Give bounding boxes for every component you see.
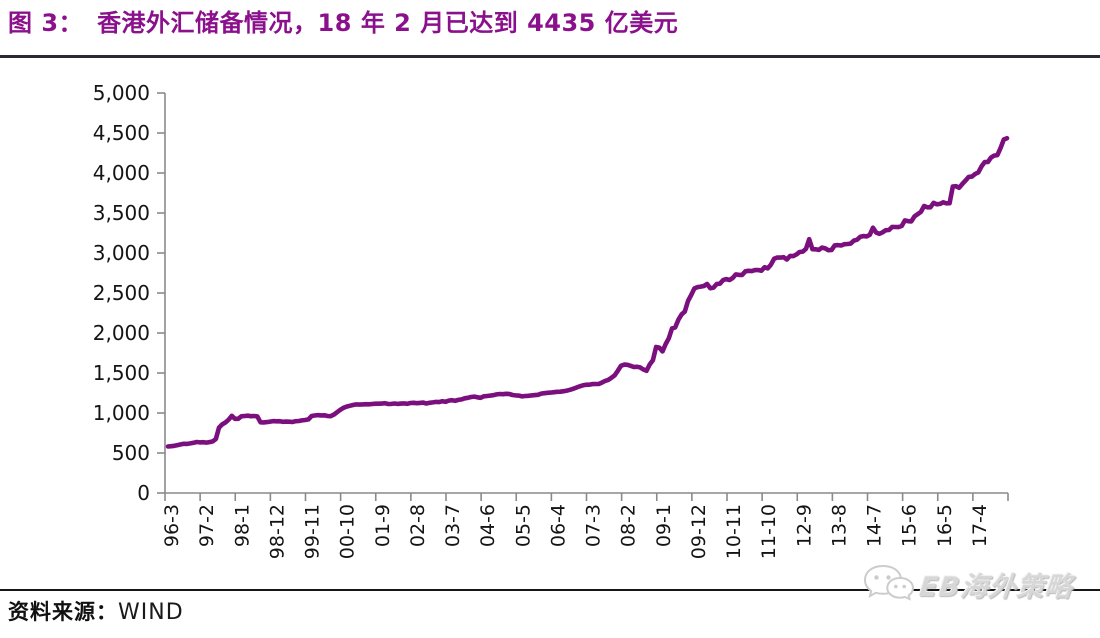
svg-text:500: 500 [112, 441, 150, 465]
figure-label: 图 3： [8, 9, 84, 37]
source-label: 资料来源： [8, 599, 118, 624]
reserves-series-line [165, 135, 1010, 449]
svg-text:99-11: 99-11 [302, 504, 324, 559]
svg-text:10-11: 10-11 [723, 504, 745, 559]
svg-text:3,000: 3,000 [93, 241, 150, 265]
svg-text:15-6: 15-6 [899, 504, 921, 547]
svg-text:97-2: 97-2 [196, 504, 218, 547]
svg-text:11-10: 11-10 [758, 504, 780, 559]
axes [164, 93, 1008, 494]
svg-text:08-2: 08-2 [618, 504, 640, 547]
wechat-bubbles-icon [863, 564, 914, 601]
y-axis-labels: 0 500 1,000 1,500 2,000 2,500 3,000 3,500 4,000 4… [93, 81, 165, 505]
svg-text:16-5: 16-5 [934, 504, 956, 547]
svg-text:14-7: 14-7 [864, 504, 886, 547]
svg-text:03-7: 03-7 [442, 504, 464, 547]
svg-text:09-12: 09-12 [688, 504, 710, 559]
svg-text:12-9: 12-9 [793, 504, 815, 547]
bottom-divider [0, 589, 1100, 591]
svg-text:4,000: 4,000 [93, 161, 150, 185]
svg-text:07-3: 07-3 [583, 504, 605, 547]
svg-text:2,000: 2,000 [93, 321, 150, 345]
svg-text:1,000: 1,000 [93, 401, 150, 425]
svg-text:5,000: 5,000 [93, 81, 150, 105]
svg-text:96-3: 96-3 [161, 504, 183, 547]
source-line: 资料来源：WIND [8, 596, 184, 626]
svg-text:04-6: 04-6 [477, 504, 499, 547]
watermark: EB海外策略 [862, 556, 1100, 612]
x-axis-labels: 96-3 97-2 98-1 98-12 99-11 00-10 01-9 02-8 03-7 0… [161, 493, 1009, 559]
svg-text:00-10: 00-10 [337, 504, 359, 559]
watermark-text: EB海外策略 [918, 571, 1075, 603]
svg-text:2,500: 2,500 [93, 281, 150, 305]
title-divider [0, 55, 1100, 58]
svg-text:3,500: 3,500 [93, 201, 150, 225]
svg-text:98-12: 98-12 [266, 504, 288, 559]
svg-text:0: 0 [137, 481, 150, 505]
svg-text:01-9: 01-9 [372, 504, 394, 547]
svg-text:06-4: 06-4 [547, 504, 569, 547]
svg-text:4,500: 4,500 [93, 121, 150, 145]
svg-text:09-1: 09-1 [653, 504, 675, 547]
svg-text:17-4: 17-4 [969, 504, 991, 547]
svg-text:05-5: 05-5 [512, 504, 534, 547]
page-title: 图 3： 香港外汇储备情况，18 年 2 月已达到 4435 亿美元 [8, 8, 1092, 39]
svg-text:98-1: 98-1 [231, 504, 253, 547]
svg-text:13-8: 13-8 [828, 504, 850, 547]
source-value: WIND [118, 600, 184, 625]
figure-title-text: 香港外汇储备情况，18 年 2 月已达到 4435 亿美元 [97, 9, 679, 37]
svg-text:02-8: 02-8 [407, 504, 429, 547]
svg-text:1,500: 1,500 [93, 361, 150, 385]
